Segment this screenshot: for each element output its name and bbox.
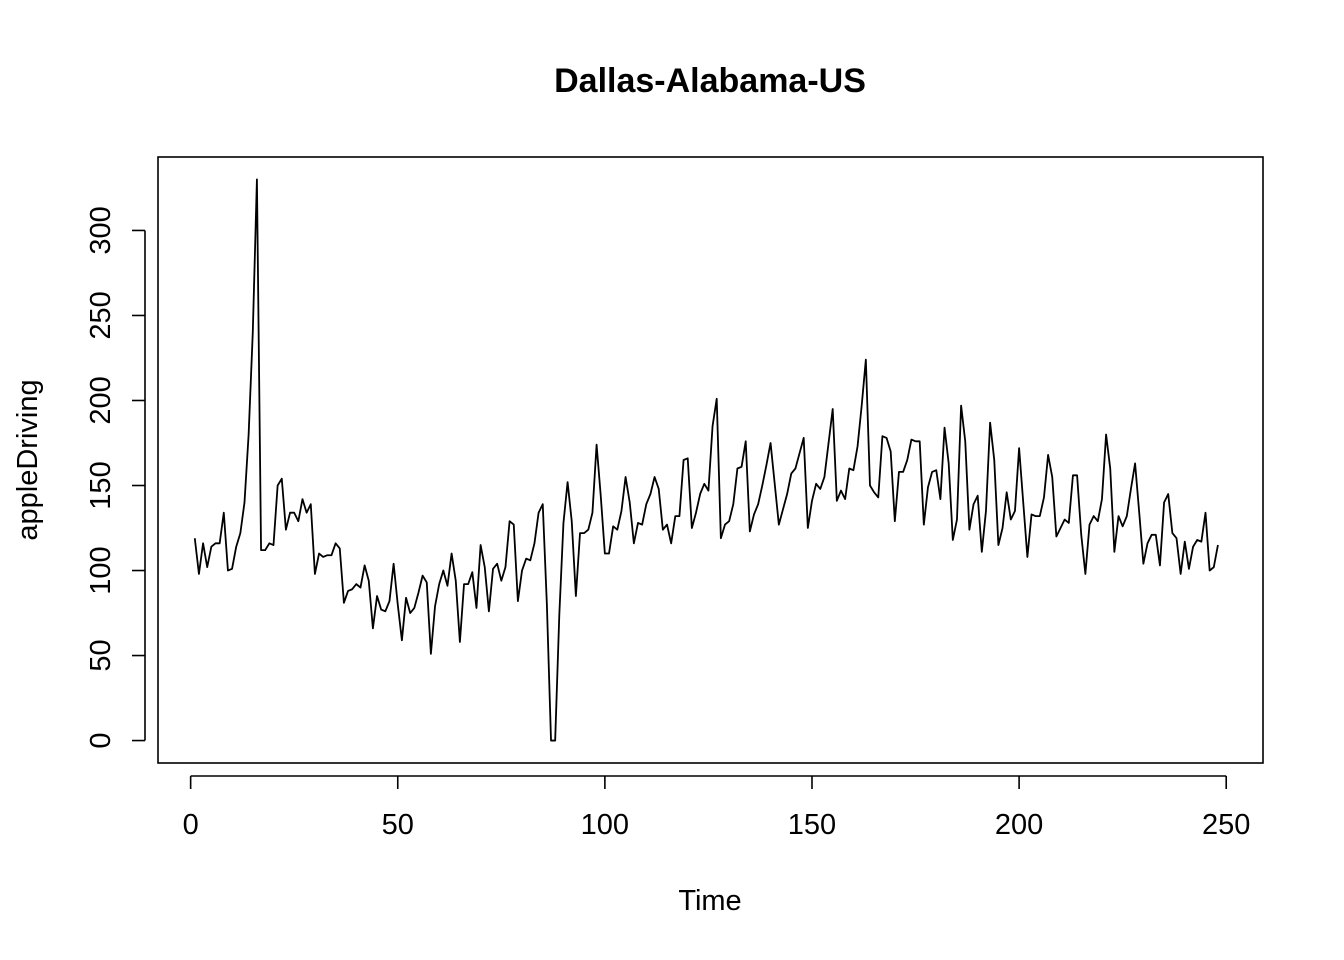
x-tick-label: 250 — [1202, 809, 1250, 841]
y-tick-label: 250 — [85, 291, 117, 339]
x-tick-label: 50 — [382, 809, 414, 841]
y-axis: 0 50 100 150 200 250 300 — [85, 206, 146, 749]
y-tick-label: 200 — [85, 376, 117, 424]
series-layer — [193, 178, 1219, 742]
y-tick-label: 0 — [85, 732, 117, 748]
x-axis: 0 50 100 150 200 250 — [183, 775, 1250, 841]
y-axis-label: appleDriving — [12, 379, 44, 540]
y-tick-label: 50 — [85, 639, 117, 671]
series-line — [193, 178, 1219, 742]
x-tick-label: 150 — [788, 809, 836, 841]
y-tick-label: 300 — [85, 206, 117, 254]
chart-title: Dallas-Alabama-US — [554, 62, 866, 100]
x-tick-label: 100 — [581, 809, 629, 841]
y-tick-label: 150 — [85, 461, 117, 509]
x-axis-label: Time — [678, 885, 741, 917]
y-tick-label: 100 — [85, 546, 117, 594]
x-tick-label: 200 — [995, 809, 1043, 841]
plot-area-border — [157, 156, 1264, 764]
x-tick-label: 0 — [183, 809, 199, 841]
